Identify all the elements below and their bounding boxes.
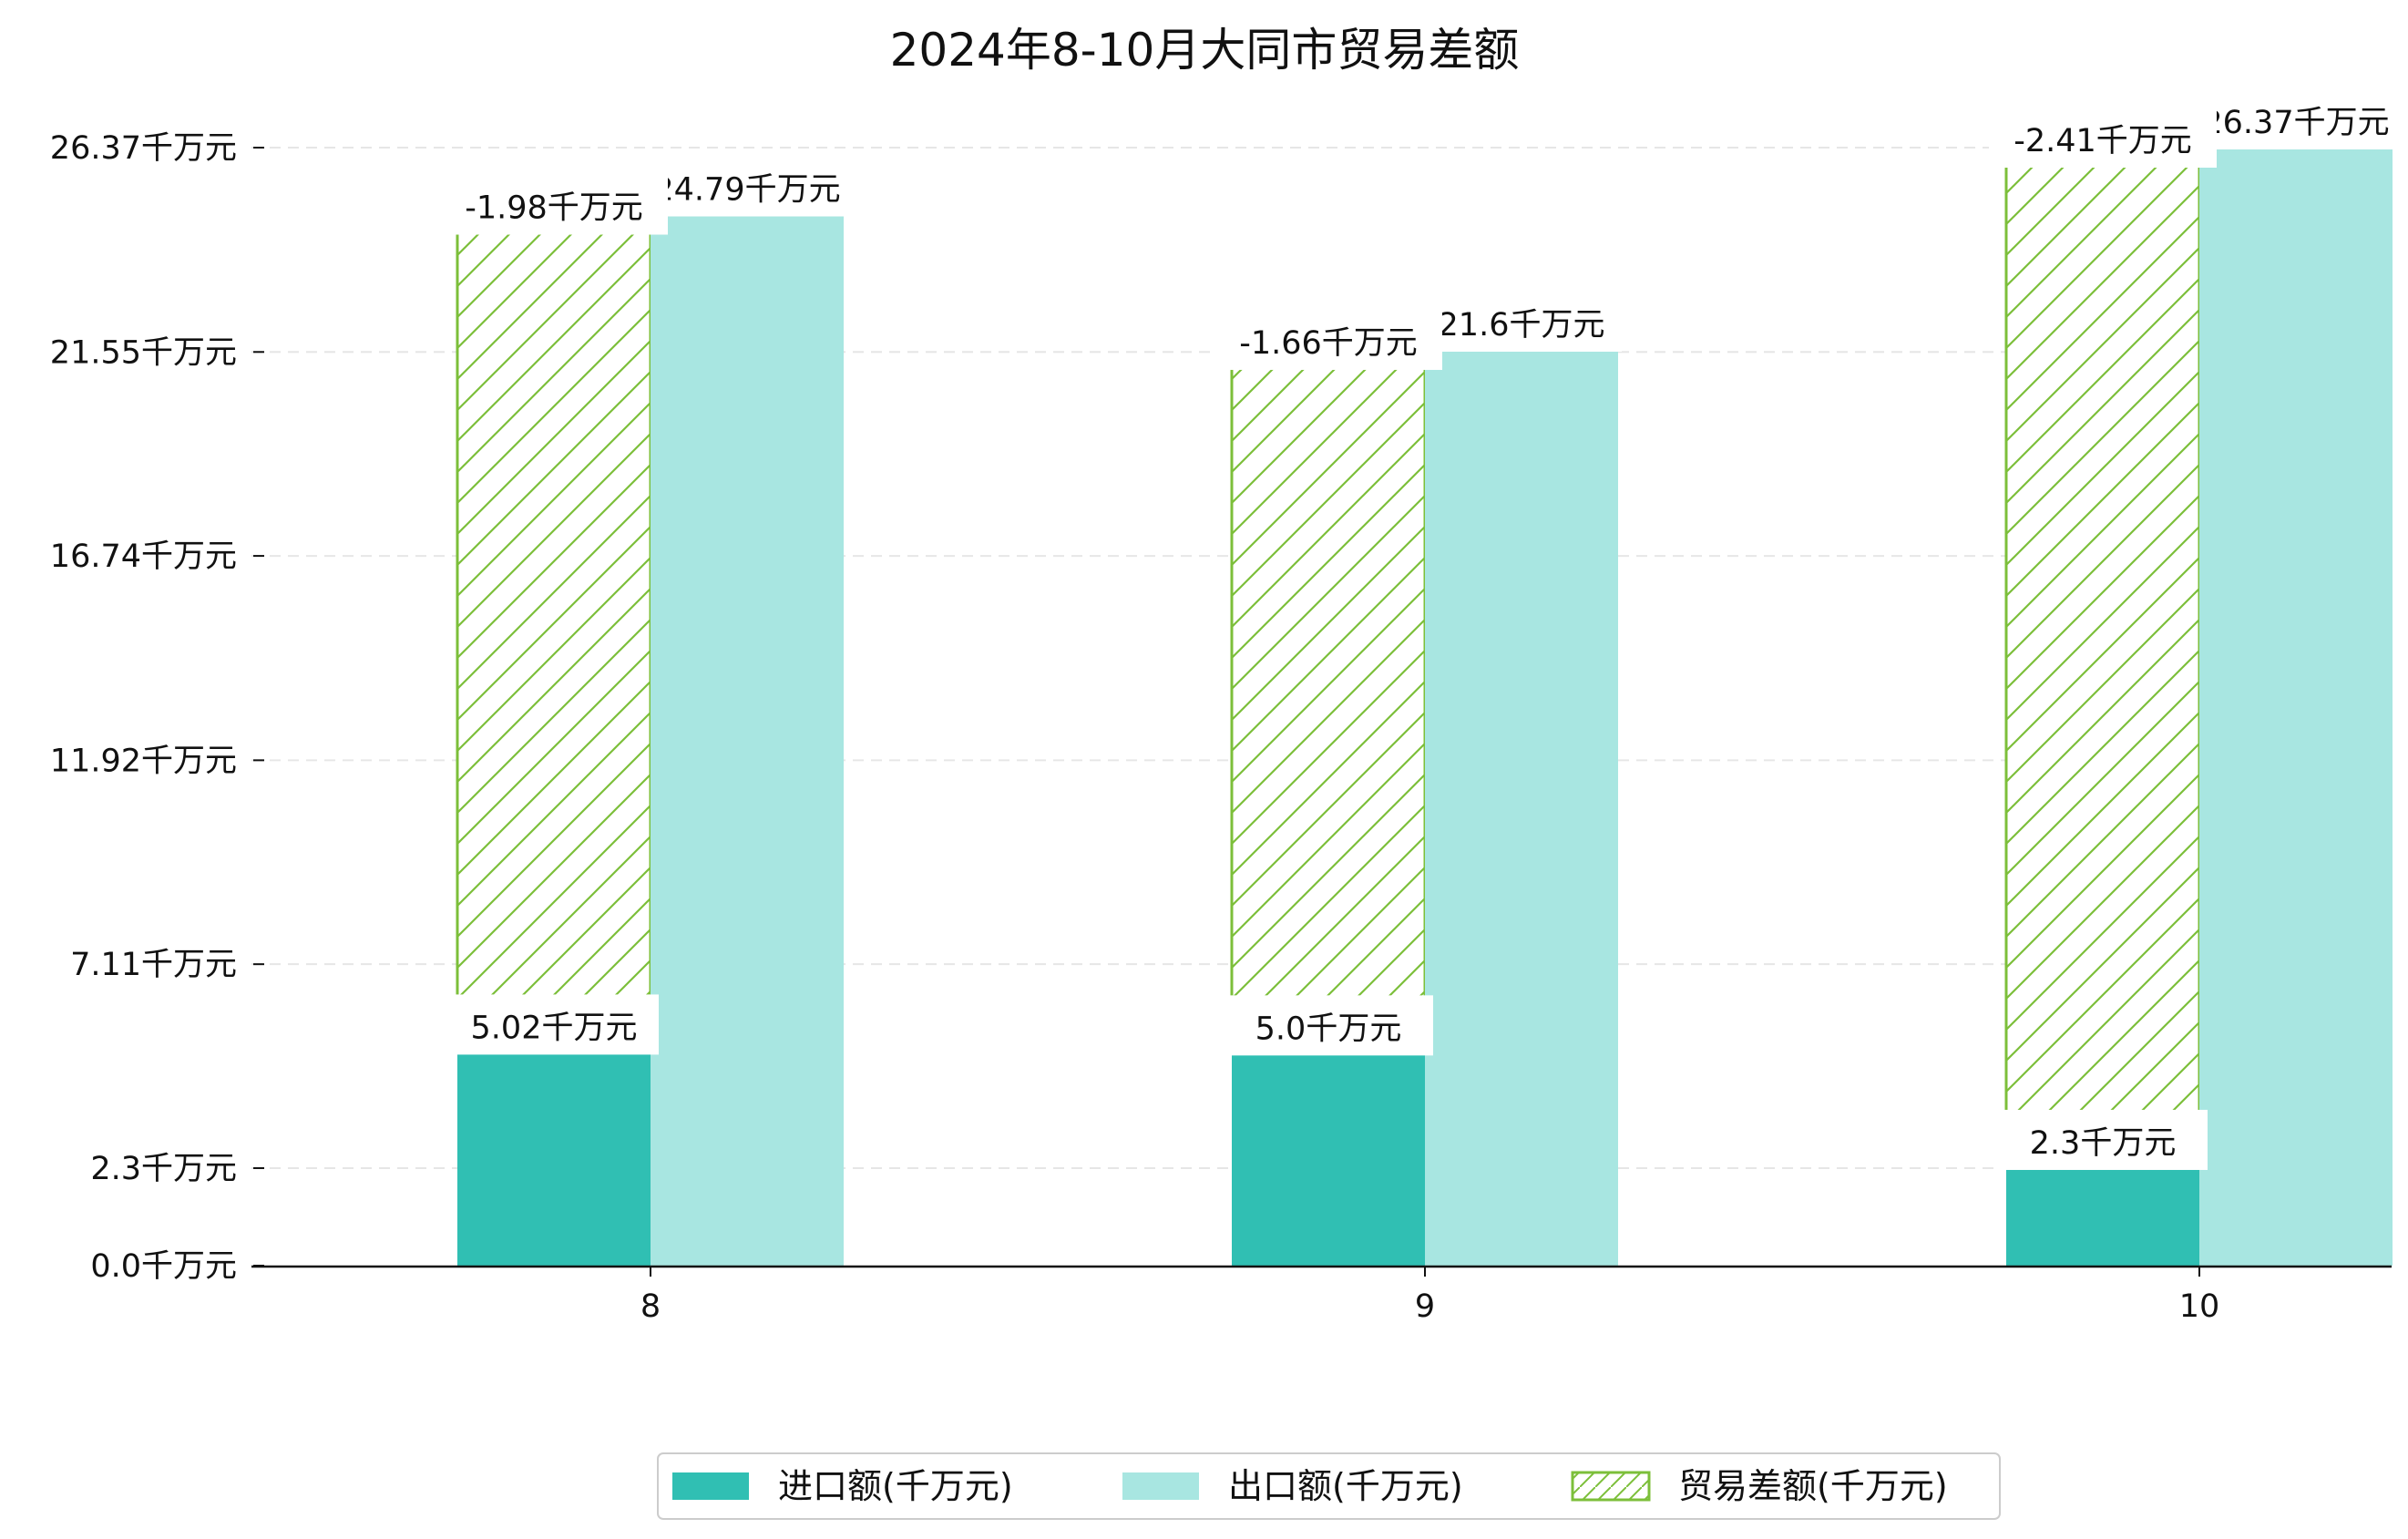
legend-frame [657,1452,2001,1520]
data-label-export: 21.6千万元 [1421,291,1622,352]
x-tick-label: 10 [2179,1288,2220,1325]
legend-swatch [1571,1471,1651,1502]
y-tick-label: 26.37千万元 [50,130,237,167]
legend-balance: 贸易差额(千万元) [1571,1466,1948,1506]
data-label-text: -1.66千万元 [1239,325,1418,362]
data-label-box [1224,995,1433,1056]
data-label-box [1989,108,2217,168]
legend-label: 进口额(千万元) [778,1466,1013,1506]
x-tick-label: 8 [640,1288,661,1325]
bar-import-8 [457,1052,651,1266]
y-tick-label: 11.92千万元 [50,743,237,779]
data-label-balance: -1.66千万元 [1214,309,1442,370]
data-label-text: 5.02千万元 [471,1010,638,1046]
data-label-balance: -2.41千万元 [1989,108,2217,168]
data-label-import: 2.3千万元 [1998,1109,2208,1170]
legend-swatch [672,1472,749,1500]
legend: 进口额(千万元) 出口额(千万元) 贸易差额(千万元) [657,1452,2001,1520]
y-tick-label: 2.3千万元 [90,1151,237,1187]
data-label-text: 26.37千万元 [2202,105,2389,141]
y-tick-label: 21.55千万元 [50,334,237,371]
bar-balance-8 [456,231,652,1054]
data-label-box [1214,309,1442,370]
data-label-box [1998,1109,2208,1170]
chart-title: 2024年8-10月大同市贸易差额 [890,24,1520,77]
data-label-box [2196,89,2396,149]
data-labels: 24.79千万元 -1.98千万元 5.02千万元 21.6千万元 -1.66千万元 5.… [440,89,2396,1170]
data-label-box [440,174,668,235]
data-label-export: 26.37千万元 [2196,89,2396,149]
data-label-text: 24.79千万元 [653,172,840,209]
legend-export: 出口额(千万元) [1122,1466,1463,1506]
data-label-import: 5.0千万元 [1224,995,1433,1056]
data-label-text: -1.98千万元 [465,190,643,227]
data-label-box [449,994,659,1055]
data-label-text: 21.6千万元 [1439,307,1605,344]
bar-balance-9 [1230,366,1427,1055]
x-axis: 8 9 10 [251,1265,2392,1325]
bar-import-10 [2006,1167,2199,1266]
y-tick-label: 0.0千万元 [90,1248,237,1285]
data-label-text: -2.41千万元 [2013,123,2192,159]
bar-export-10 [2199,148,2393,1266]
bar-import-9 [1232,1053,1425,1266]
legend-label: 贸易差额(千万元) [1678,1466,1948,1506]
y-tick-label: 16.74千万元 [50,539,237,575]
data-label-box [1421,291,1622,352]
data-label-import: 5.02千万元 [449,994,659,1055]
legend-label: 出口额(千万元) [1228,1466,1463,1506]
bar-export-9 [1425,349,1618,1266]
data-label-box [647,156,847,217]
legend-import: 进口额(千万元) [672,1466,1013,1506]
bar-export-8 [651,214,844,1267]
data-label-text: 2.3千万元 [2030,1125,2177,1162]
legend-swatch [1122,1472,1199,1500]
data-label-balance: -1.98千万元 [440,174,668,235]
y-tick-label: 7.11千万元 [70,947,237,983]
data-label-export: 24.79千万元 [647,156,847,217]
x-tick-label: 9 [1415,1288,1435,1325]
bars [456,148,2393,1267]
data-label-text: 5.0千万元 [1255,1011,1402,1047]
bar-balance-10 [2004,164,2201,1170]
y-axis: 0.0千万元 2.3千万元 7.11千万元 11.92千万元 16.74千万元 21.55… [50,130,264,1285]
